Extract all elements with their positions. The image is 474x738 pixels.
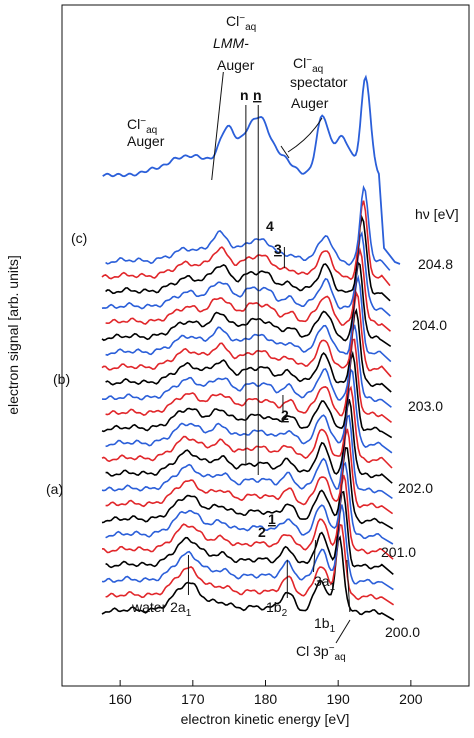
trace-16 (105, 307, 392, 393)
trace-6 (105, 461, 394, 545)
trace-15 (101, 324, 392, 408)
trace-22 (105, 214, 391, 302)
peak-1b1-label: 1b1 (314, 615, 336, 635)
trace-8 (105, 428, 394, 515)
spectator-label-line2: spectator (290, 74, 348, 90)
trace-4 (105, 490, 394, 576)
lmm-label-line3: Auger (217, 57, 255, 73)
x-tick-label-180: 180 (254, 691, 278, 707)
x-tick-label-190: 190 (326, 691, 350, 707)
x-tick-label-160: 160 (108, 691, 132, 707)
auger-label-line2: Auger (127, 133, 165, 149)
num-label-2-lower: 2 (258, 524, 266, 540)
trace-12 (105, 368, 393, 454)
x-axis-ticks: 160 170 180 190 200 (108, 680, 423, 707)
lmm-label-line2: LMM- (213, 35, 249, 51)
trace-10 (105, 399, 393, 484)
trace-5 (101, 474, 394, 560)
trace-top-204-8 (102, 74, 401, 265)
trace-11 (101, 385, 393, 469)
trace-9 (101, 414, 393, 500)
spectator-callout (287, 117, 323, 153)
hv-label-202-0: 202.0 (398, 480, 433, 496)
num-label-1-upper: 1 (268, 511, 276, 527)
peak-1b2-label: 1b2 (266, 599, 288, 619)
spectator-callout-tick (280, 145, 290, 159)
hv-label-201-0: 201.0 (381, 544, 416, 560)
spectator-label-line1: Cl−aq (293, 55, 323, 75)
trace-24 (105, 184, 391, 271)
x-tick-label-200: 200 (399, 691, 423, 707)
guide-1b1 (346, 559, 351, 613)
hv-label-200-0: 200.0 (385, 624, 420, 640)
trace-3 (101, 504, 394, 591)
peak-3a1-label: 3a1 (314, 573, 336, 593)
num-label-4: 4 (266, 218, 274, 234)
cl3p-label: Cl 3p−aq (296, 643, 346, 663)
row-label-b: (b) (53, 371, 70, 387)
num-label-2-upper: 2 (281, 407, 289, 423)
plot-frame (61, 4, 470, 687)
row-label-a: (a) (46, 481, 63, 497)
n-label-2: n (253, 87, 262, 103)
guide-lines (187, 71, 351, 613)
trace-21 (101, 230, 391, 317)
guide-3a1 (312, 539, 317, 573)
y-axis-label: electron signal [arb. units] (5, 255, 21, 415)
trace-20 (105, 247, 392, 332)
hv-label-204-0: 204.0 (412, 317, 447, 333)
water-2a1-label: water 2a1 (131, 599, 192, 619)
n-label-1: n (240, 87, 249, 103)
trace-19 (101, 260, 392, 348)
spectra-traces (101, 74, 401, 621)
cl3p-callout (335, 619, 351, 644)
guide-lmm (211, 71, 224, 181)
trace-17 (101, 290, 392, 378)
x-axis-label: electron kinetic energy [eV] (181, 711, 350, 727)
trace-23 (101, 200, 391, 287)
trace-7 (101, 446, 394, 530)
trace-13 (101, 350, 393, 439)
trace-18 (105, 274, 392, 363)
row-label-c: (c) (71, 230, 87, 246)
x-tick-label-170: 170 (181, 691, 205, 707)
photon-energy-header: hν [eV] (415, 206, 459, 222)
lmm-label-line1: Cl−aq (226, 13, 256, 33)
spectator-label-line3: Auger (291, 95, 329, 111)
hv-label-203-0: 203.0 (408, 398, 443, 414)
trace-14 (105, 338, 392, 424)
hv-label-204-8: 204.8 (418, 256, 453, 272)
num-label-3: 3 (274, 241, 282, 257)
